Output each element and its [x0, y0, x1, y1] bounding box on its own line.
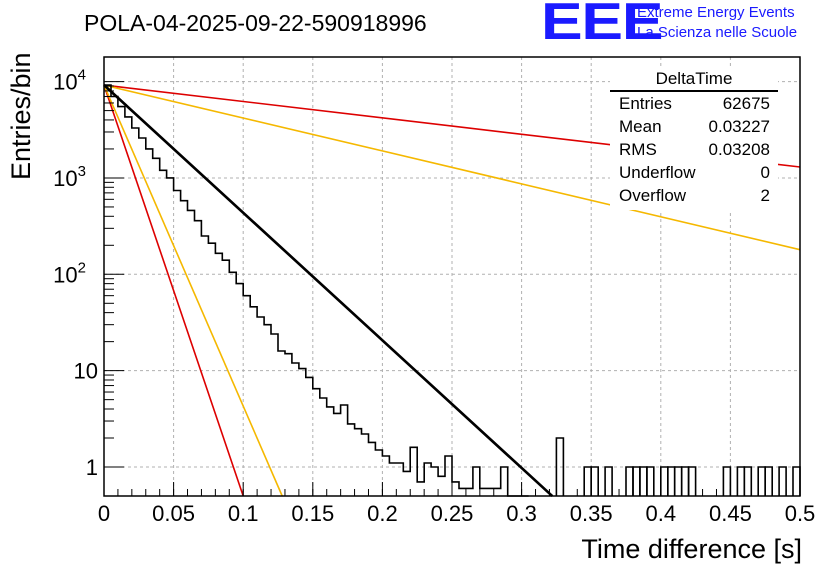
- x-tick-label: 0: [98, 501, 110, 526]
- y-tick-label: 1: [86, 455, 98, 480]
- stats-value: 2: [760, 186, 770, 205]
- x-tick-label: 0.3: [506, 501, 537, 526]
- histogram: [103, 84, 801, 497]
- y-tick-label: 104: [53, 67, 86, 95]
- stats-label: Underflow: [619, 163, 696, 182]
- fit-line-orange-steep: [103, 84, 283, 497]
- histogram-bin: [590, 466, 599, 496]
- axes: 0 0.05 0.1 0.15 0.2 0.25 0.3 0.35 0.4 0.45 0.5 1 10 1…: [53, 67, 815, 526]
- histogram-bin: [764, 466, 773, 496]
- stats-title: DeltaTime: [610, 68, 778, 92]
- y-tick-label: 102: [53, 259, 86, 287]
- histogram-bin: [604, 466, 613, 496]
- chart-title: POLA-04-2025-09-22-590918996: [84, 10, 427, 36]
- brand-line-2: La Scienza nelle Scuole: [637, 24, 798, 41]
- histogram-bin: [792, 466, 801, 496]
- histogram-bin: [583, 466, 592, 496]
- histogram-bin: [680, 466, 690, 496]
- x-tick-label: 0.4: [646, 501, 677, 526]
- histogram-bin: [778, 466, 787, 496]
- x-tick-label: 0.1: [228, 501, 259, 526]
- stats-box: DeltaTime Entries 62675 Mean 0.03227 RMS…: [610, 68, 778, 210]
- x-axis-label: Time difference [s]: [581, 534, 802, 564]
- histogram-outline: [104, 84, 529, 497]
- histogram-bin: [722, 466, 732, 496]
- stats-label: Overflow: [619, 186, 687, 205]
- histogram-bin: [687, 466, 697, 496]
- y-axis-label: Entries/bin: [6, 52, 36, 180]
- y-tick-label: 103: [53, 163, 86, 191]
- x-tick-label: 0.5: [785, 501, 816, 526]
- x-tick-label: 0.2: [367, 501, 398, 526]
- stats-value: 0.03227: [708, 117, 770, 136]
- histogram-bin: [639, 466, 648, 496]
- stats-label: Mean: [619, 117, 662, 136]
- x-tick-label: 0.45: [709, 501, 752, 526]
- histogram-bin: [660, 466, 669, 496]
- stats-row-mean: Mean 0.03227: [610, 115, 778, 138]
- stats-row-underflow: Underflow 0: [610, 161, 778, 184]
- histogram-bin: [757, 466, 766, 496]
- histogram-bin: [667, 466, 676, 496]
- histogram-bin: [555, 437, 565, 496]
- stats-label: Entries: [619, 94, 672, 113]
- stats-value: 0: [760, 163, 770, 182]
- stats-row-overflow: Overflow 2: [610, 184, 778, 207]
- eee-logo: EEE: [541, 0, 663, 51]
- y-tick-label: 10: [74, 359, 98, 384]
- brand-line-1: Extreme Energy Events: [637, 4, 795, 21]
- fit-line-red-steep: [103, 84, 244, 497]
- stats-label: RMS: [619, 140, 657, 159]
- stats-value: 62675: [722, 94, 770, 113]
- histogram-bin: [743, 466, 753, 496]
- histogram-bin: [632, 466, 641, 496]
- x-tick-label: 0.35: [570, 501, 613, 526]
- fit-line-main-overlay: [103, 84, 554, 497]
- histogram-bin: [625, 466, 634, 496]
- histogram-bin: [736, 466, 746, 496]
- stats-value: 0.03208: [708, 140, 770, 159]
- histogram-bin: [646, 466, 655, 496]
- x-tick-label: 0.25: [431, 501, 474, 526]
- stats-row-rms: RMS 0.03208: [610, 138, 778, 161]
- stats-row-entries: Entries 62675: [610, 92, 778, 115]
- histogram-bin: [673, 466, 683, 496]
- x-tick-label: 0.05: [152, 501, 195, 526]
- fit-line-orange-shallow: [103, 84, 801, 251]
- x-tick-label: 0.15: [291, 501, 334, 526]
